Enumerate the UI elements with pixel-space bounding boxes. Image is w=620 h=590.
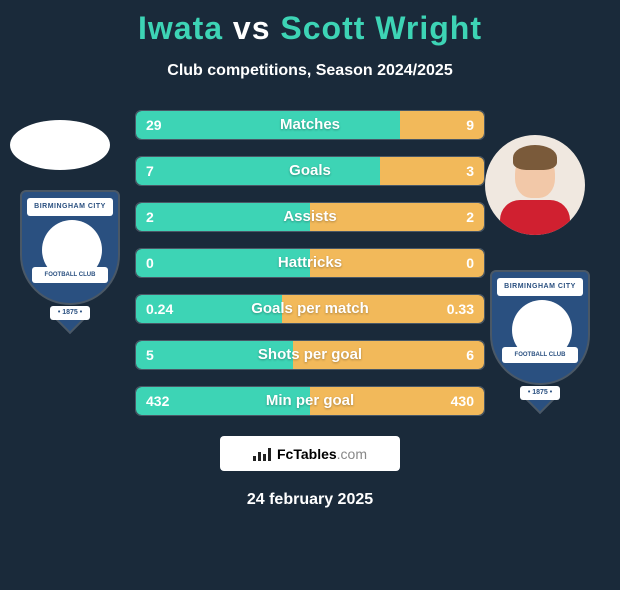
chart-icon [253,447,271,461]
stat-row: Assists2 2 [135,202,485,232]
stat-row: Min per goal432 430 [135,386,485,416]
stat-value-left: 432 [146,387,169,415]
badge-top-text: BIRMINGHAM CITY [497,278,583,296]
player2-avatar [485,135,585,235]
badge-top-text: BIRMINGHAM CITY [27,198,113,216]
stat-value-right: 0.33 [447,295,474,323]
stat-label: Goals per match [136,295,484,323]
stat-value-right: 9 [466,111,474,139]
stat-value-left: 5 [146,341,154,369]
stat-label: Assists [136,203,484,231]
badge-bottom-text: FOOTBALL CLUB [502,347,578,363]
stat-value-left: 7 [146,157,154,185]
stat-label: Min per goal [136,387,484,415]
stats-container: Matches29 9 Goals7 3 Assists2 2 Hattricks0 0 Goa… [135,110,485,416]
stat-value-left: 29 [146,111,162,139]
stat-value-right: 3 [466,157,474,185]
player2-name: Scott Wright [280,10,482,46]
stat-label: Hattricks [136,249,484,277]
stat-label: Goals [136,157,484,185]
player1-avatar [10,120,110,170]
stat-value-right: 0 [466,249,474,277]
stat-row: Hattricks0 0 [135,248,485,278]
badge-year: • 1875 • [50,306,90,320]
stat-value-left: 0.24 [146,295,173,323]
stat-label: Shots per goal [136,341,484,369]
page-title: Iwata vs Scott Wright [0,10,620,47]
stat-value-right: 6 [466,341,474,369]
badge-year: • 1875 • [520,386,560,400]
stat-value-left: 2 [146,203,154,231]
branding-text: FcTables.com [277,446,367,462]
stat-row: Shots per goal5 6 [135,340,485,370]
player1-club-badge: BIRMINGHAM CITY FOOTBALL CLUB • 1875 • [20,190,120,320]
stat-label: Matches [136,111,484,139]
subtitle: Club competitions, Season 2024/2025 [0,62,620,80]
stat-row: Goals7 3 [135,156,485,186]
stat-value-left: 0 [146,249,154,277]
branding-box: FcTables.com [220,436,400,471]
stat-value-right: 2 [466,203,474,231]
player1-name: Iwata [138,10,223,46]
stat-row: Goals per match0.24 0.33 [135,294,485,324]
player2-club-badge: BIRMINGHAM CITY FOOTBALL CLUB • 1875 • [490,270,590,400]
stat-row: Matches29 9 [135,110,485,140]
badge-bottom-text: FOOTBALL CLUB [32,267,108,283]
stat-value-right: 430 [451,387,474,415]
vs-text: vs [233,10,271,46]
date-text: 24 february 2025 [0,491,620,509]
